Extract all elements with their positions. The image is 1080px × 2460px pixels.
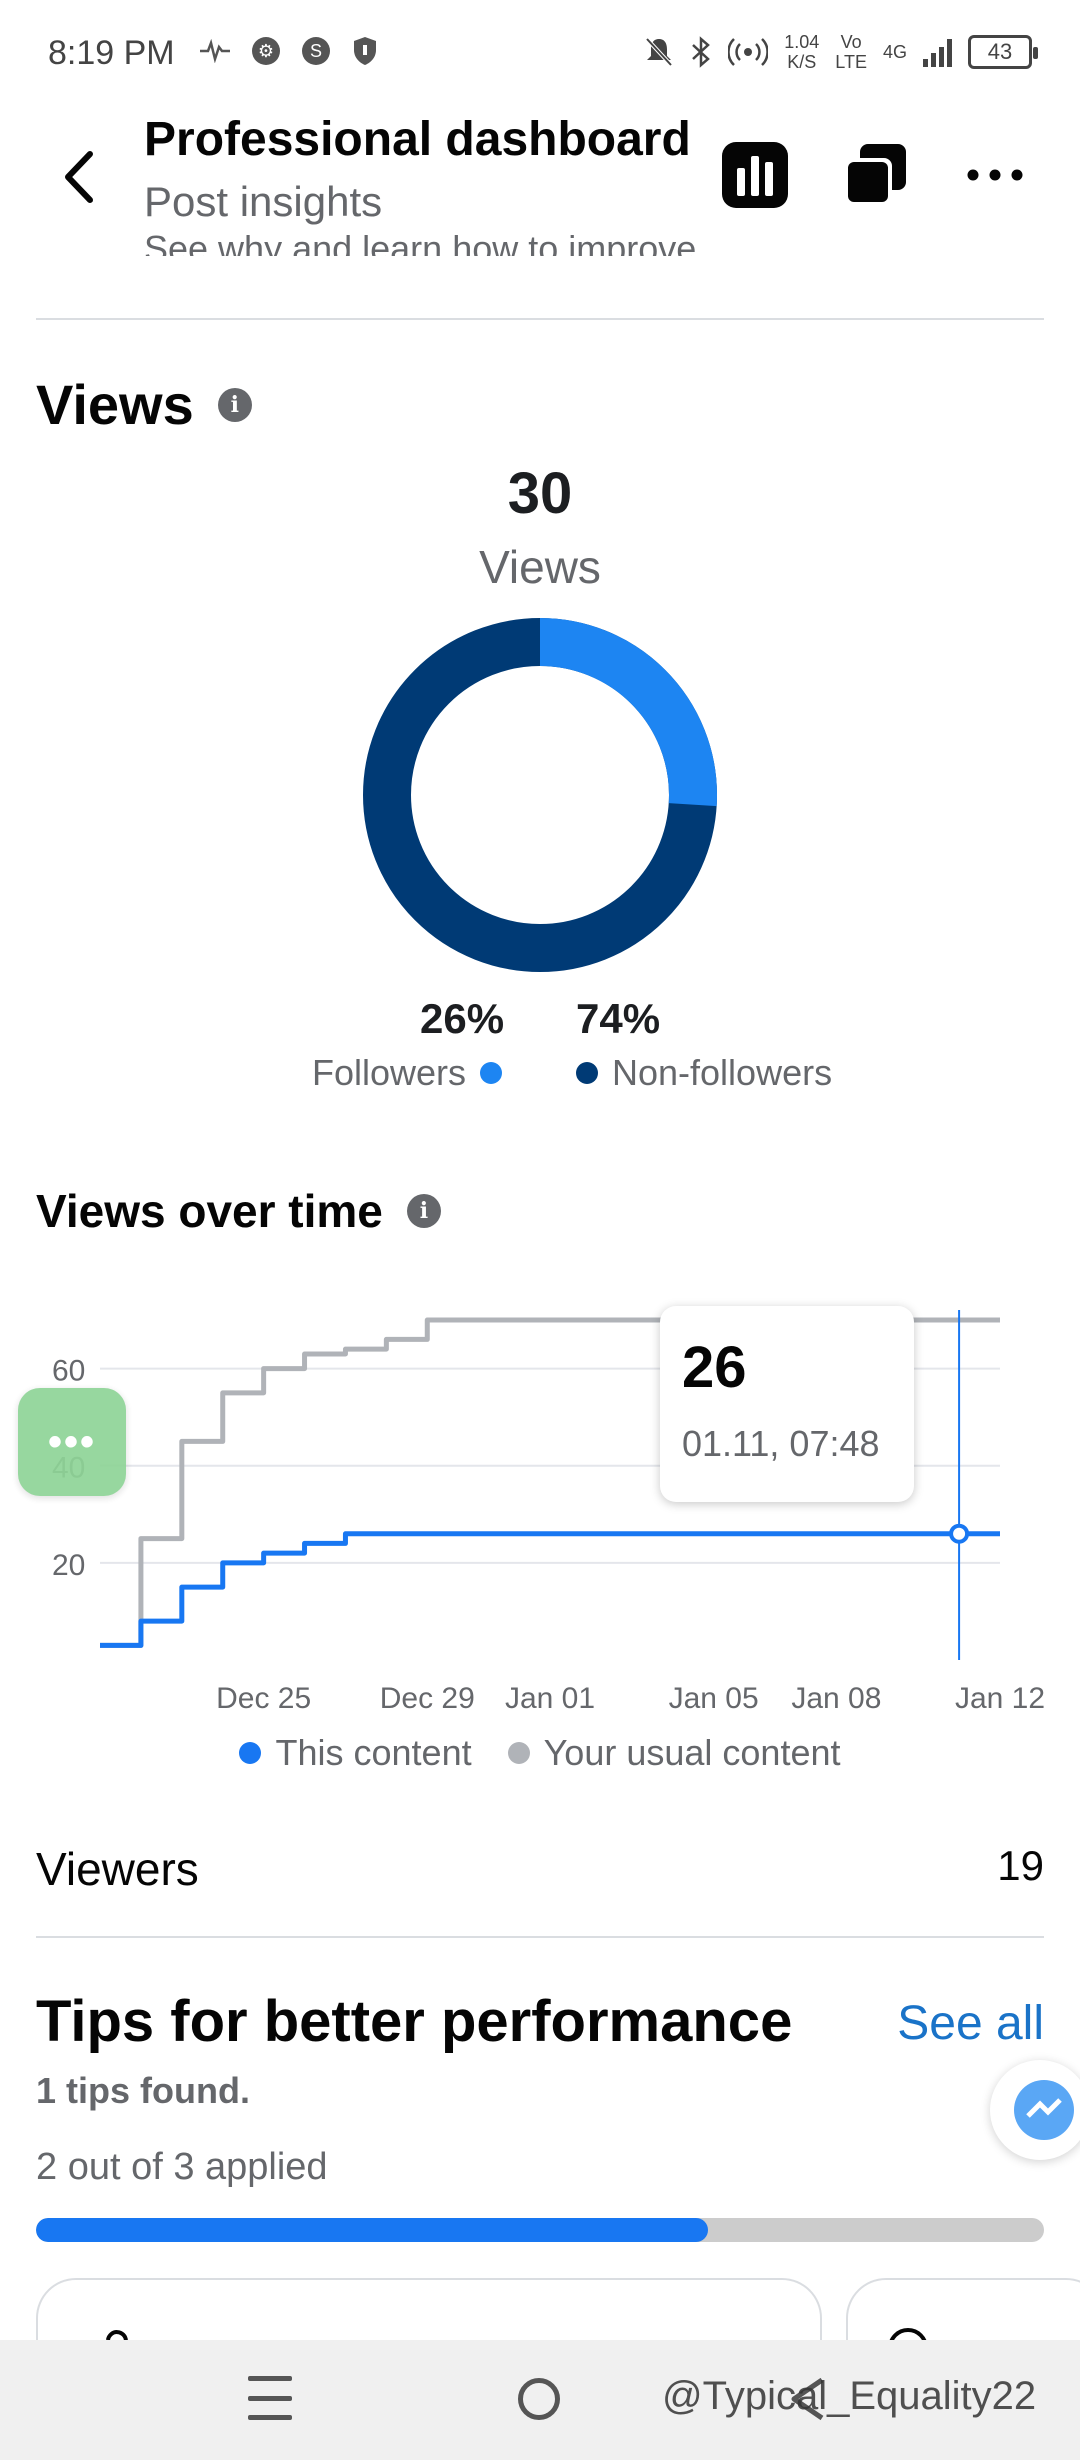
legend-this-content: This content: [239, 1732, 472, 1774]
views-total: 30: [507, 461, 573, 526]
battery-icon: 43: [968, 35, 1038, 69]
viewers-value: 19: [997, 1842, 1044, 1889]
scrolled-tip-text: See why and learn how to improve: [144, 228, 697, 256]
page-subtitle: Post insights: [144, 178, 383, 225]
legend-usual-content-label: Your usual content: [543, 1732, 841, 1773]
info-icon[interactable]: i: [217, 387, 252, 422]
cursor-point: [949, 1523, 970, 1544]
x-tick-label: Jan 05: [669, 1682, 759, 1710]
section-divider: [36, 1936, 1044, 1938]
recent-apps-button[interactable]: [248, 2376, 292, 2420]
app-badge-icon: ⚙: [252, 37, 280, 65]
this-content-dot: [239, 1742, 262, 1764]
y-tick-label: 60: [52, 1355, 85, 1388]
status-right-icons: 1.04 K/S Vo LTE 4G 43: [644, 32, 1038, 72]
followers-legend-label: Followers: [312, 1052, 467, 1093]
mute-bell-icon: [645, 37, 673, 67]
nonfollowers-legend: Non-followers: [576, 1052, 832, 1094]
tooltip-time: 01.11, 07:48: [682, 1423, 880, 1464]
views-heading: Views: [36, 373, 194, 436]
bluetooth-icon: [692, 36, 711, 68]
series-line-your-usual-content: [100, 1317, 1000, 1648]
donut-followers-arc: [539, 618, 717, 807]
views-donut-chart: [363, 618, 717, 972]
messenger-bubble[interactable]: [990, 2060, 1080, 2160]
shield-icon: [354, 37, 376, 65]
see-all-link[interactable]: See all: [897, 1997, 1044, 2050]
floating-menu-button[interactable]: •••: [18, 1388, 126, 1496]
legend-usual-content: Your usual content: [507, 1732, 841, 1774]
system-nav-bar: @Typical_Equality22: [0, 2340, 1080, 2460]
chart-legend: This content Your usual content: [0, 1732, 1080, 1774]
messenger-icon: [1014, 2080, 1074, 2140]
nonfollowers-dot: [576, 1062, 598, 1084]
x-tick-label: Jan 01: [505, 1682, 595, 1710]
views-section-title: Views i: [36, 372, 252, 437]
views-over-time-title: Views over time i: [36, 1184, 441, 1238]
y-tick-label: 20: [52, 1549, 85, 1582]
views-total-label: Views: [479, 541, 601, 593]
copy-post-icon[interactable]: [840, 140, 910, 210]
status-bar: 8:19 PM ⚙ S 1.04 K/S Vo LTE 4G 43: [0, 0, 1080, 100]
usual-content-dot: [507, 1742, 530, 1764]
volte-indicator: Vo LTE: [835, 32, 867, 72]
info-icon[interactable]: i: [406, 1194, 441, 1228]
x-tick-label: Jan 08: [791, 1682, 881, 1710]
network-type: 4G: [882, 42, 907, 62]
back-arrow-icon[interactable]: [56, 142, 106, 212]
legend-this-content-label: This content: [275, 1732, 472, 1773]
followers-dot: [480, 1062, 503, 1084]
nonfollowers-legend-label: Non-followers: [612, 1052, 833, 1093]
page-title: Professional dashboard: [144, 113, 691, 166]
home-button[interactable]: [518, 2378, 560, 2420]
followers-legend: Followers: [312, 1052, 503, 1094]
s-app-icon: S: [302, 37, 330, 65]
insights-chart-icon[interactable]: [720, 140, 790, 210]
viewers-label: Viewers: [36, 1843, 199, 1895]
tips-applied-text: 2 out of 3 applied: [36, 2146, 328, 2188]
nonfollowers-percent: 74%: [576, 995, 661, 1042]
status-notification-icons: ⚙ S: [200, 36, 378, 66]
activity-icon: [200, 39, 230, 63]
tips-found-text: 1 tips found.: [36, 2070, 250, 2111]
status-time: 8:19 PM: [48, 34, 175, 72]
nav-back-icon[interactable]: [788, 2376, 828, 2422]
chart-tooltip: 26 01.11, 07:48: [660, 1306, 914, 1502]
series-line-this-content: [100, 1531, 1000, 1648]
x-tick-label: Dec 25: [216, 1682, 311, 1710]
x-tick-label: Jan 12: [955, 1682, 1045, 1710]
battery-level: 43: [987, 39, 1013, 64]
network-speed: 1.04 K/S: [784, 32, 820, 72]
hotspot-icon: [728, 38, 769, 66]
tips-progress-bar: [36, 2218, 1044, 2242]
section-divider: [36, 318, 1044, 320]
x-tick-label: Dec 29: [380, 1682, 475, 1710]
tips-title: Tips for better performance: [36, 1989, 793, 2054]
watermark-text: @Typical_Equality22: [662, 2374, 1037, 2418]
app-header: See why and learn how to improve Profess…: [0, 100, 1080, 270]
signal-icon: [923, 37, 952, 67]
tips-progress-fill: [36, 2218, 709, 2242]
followers-percent: 26%: [420, 995, 505, 1042]
views-over-time-heading: Views over time: [36, 1185, 383, 1237]
more-options-icon[interactable]: [960, 140, 1030, 210]
tooltip-value: 26: [682, 1335, 747, 1400]
